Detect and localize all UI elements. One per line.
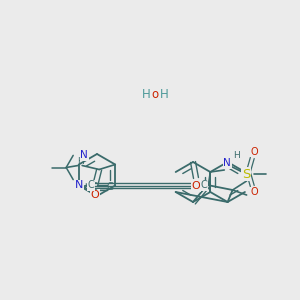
Text: N: N <box>80 151 88 160</box>
Text: H: H <box>160 88 168 101</box>
Text: N: N <box>75 181 83 190</box>
Text: C: C <box>87 181 94 190</box>
Text: S: S <box>242 167 250 181</box>
Text: H: H <box>233 152 240 160</box>
Text: O: O <box>250 187 258 197</box>
Text: C: C <box>106 182 113 193</box>
Text: N: N <box>224 158 231 168</box>
Text: O: O <box>192 181 200 191</box>
Text: O: O <box>91 190 100 200</box>
Text: C: C <box>201 181 208 190</box>
Text: H: H <box>77 157 84 166</box>
Text: H: H <box>142 88 150 101</box>
Text: o: o <box>152 88 159 101</box>
Text: C: C <box>90 182 97 193</box>
Text: O: O <box>195 180 204 190</box>
Text: O: O <box>250 147 258 157</box>
